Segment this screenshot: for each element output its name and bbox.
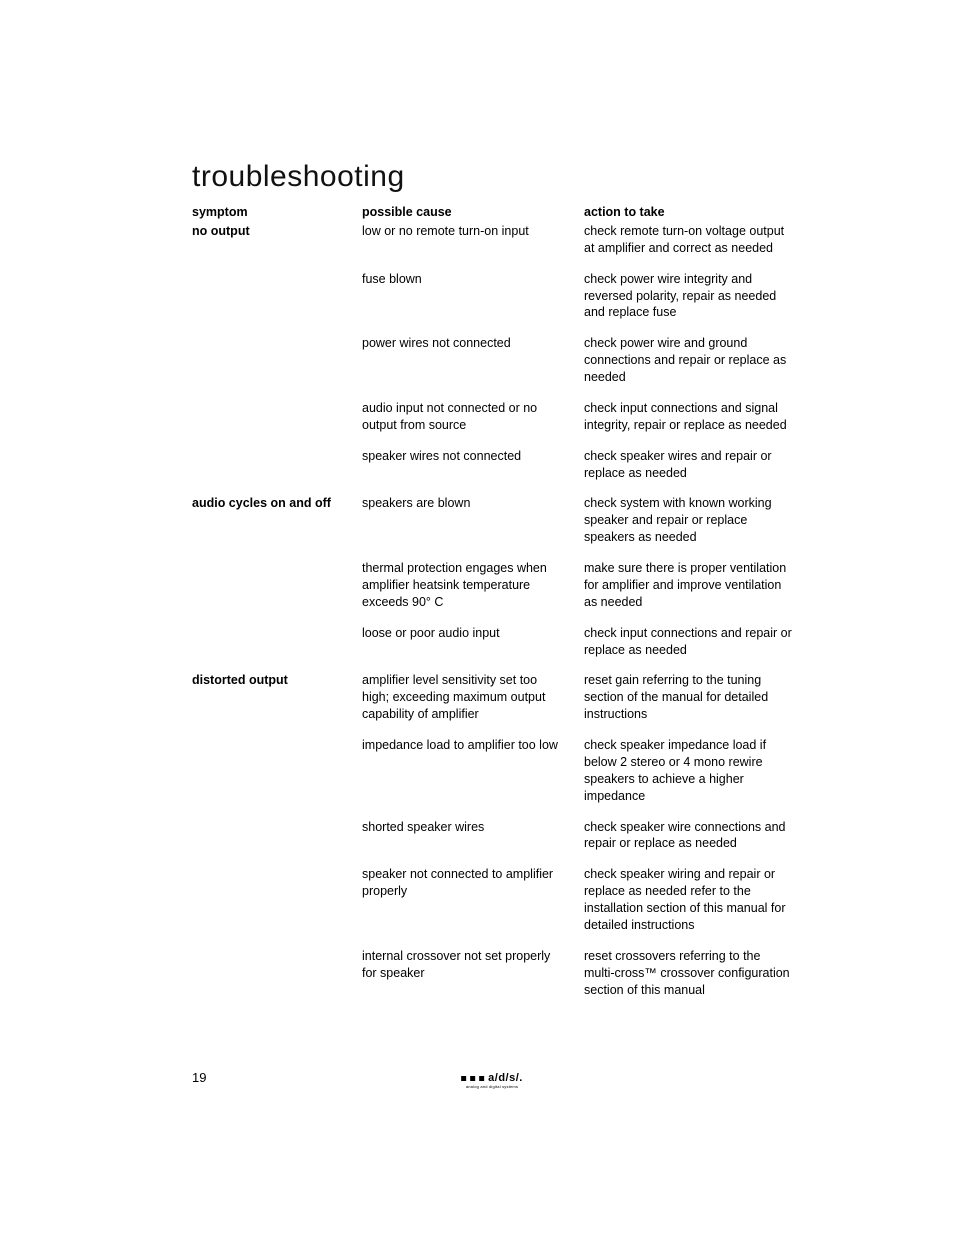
cause-cell: shorted speaker wires: [362, 819, 584, 853]
table-row: audio cycles on and offspeakers are blow…: [192, 495, 792, 546]
cause-cell: speaker not connected to amplifier prope…: [362, 866, 584, 934]
page-title: troubleshooting: [192, 160, 792, 194]
cause-cell: audio input not connected or no output f…: [362, 400, 584, 434]
symptom-cell: [192, 948, 362, 999]
table-row: fuse blowncheck power wire integrity and…: [192, 271, 792, 322]
action-cell: check system with known working speaker …: [584, 495, 792, 546]
action-cell: check power wire and ground connections …: [584, 335, 792, 386]
table-row: distorted outputamplifier level sensitiv…: [192, 672, 792, 723]
symptom-cell: [192, 819, 362, 853]
header-cause: possible cause: [362, 204, 584, 221]
brand-square-icon: [479, 1076, 484, 1081]
symptom-cell: [192, 625, 362, 659]
action-cell: check input connections and signal integ…: [584, 400, 792, 434]
symptom-cell: distorted output: [192, 672, 362, 723]
action-cell: check speaker wire connections and repai…: [584, 819, 792, 853]
table-row: shorted speaker wirescheck speaker wire …: [192, 819, 792, 853]
table-row: thermal protection engages when amplifie…: [192, 560, 792, 611]
action-cell: check speaker wires and repair or replac…: [584, 448, 792, 482]
symptom-cell: [192, 400, 362, 434]
cause-cell: power wires not connected: [362, 335, 584, 386]
action-cell: check remote turn-on voltage output at a…: [584, 223, 792, 257]
symptom-cell: [192, 560, 362, 611]
brand-logo: a/d/s/.: [461, 1072, 523, 1084]
table-row: loose or poor audio inputcheck input con…: [192, 625, 792, 659]
brand-square-icon: [470, 1076, 475, 1081]
cause-cell: thermal protection engages when amplifie…: [362, 560, 584, 611]
action-cell: check input connections and repair or re…: [584, 625, 792, 659]
action-cell: make sure there is proper ventilation fo…: [584, 560, 792, 611]
cause-cell: internal crossover not set properly for …: [362, 948, 584, 999]
brand-tagline: analog and digital systems: [466, 1084, 518, 1089]
table-row: impedance load to amplifier too lowcheck…: [192, 737, 792, 805]
table-row: power wires not connectedcheck power wir…: [192, 335, 792, 386]
action-cell: check power wire integrity and reversed …: [584, 271, 792, 322]
table-row: no outputlow or no remote turn-on inputc…: [192, 223, 792, 257]
header-symptom: symptom: [192, 204, 362, 221]
brand-text: a/d/s/.: [488, 1072, 523, 1084]
brand-square-icon: [461, 1076, 466, 1081]
cause-cell: speakers are blown: [362, 495, 584, 546]
header-action: action to take: [584, 204, 792, 221]
symptom-cell: [192, 271, 362, 322]
cause-cell: impedance load to amplifier too low: [362, 737, 584, 805]
action-cell: reset gain referring to the tuning secti…: [584, 672, 792, 723]
symptom-cell: no output: [192, 223, 362, 257]
cause-cell: fuse blown: [362, 271, 584, 322]
cause-cell: amplifier level sensitivity set too high…: [362, 672, 584, 723]
page-number: 19: [192, 1070, 206, 1085]
table-row: speaker wires not connectedcheck speaker…: [192, 448, 792, 482]
table-header-row: symptom possible cause action to take: [192, 204, 792, 223]
page-footer: 19 a/d/s/. analog and digital systems: [192, 1070, 792, 1094]
symptom-cell: [192, 866, 362, 934]
symptom-cell: audio cycles on and off: [192, 495, 362, 546]
symptom-cell: [192, 737, 362, 805]
table-body: no outputlow or no remote turn-on inputc…: [192, 223, 792, 999]
action-cell: reset crossovers referring to the multi-…: [584, 948, 792, 999]
table-row: internal crossover not set properly for …: [192, 948, 792, 999]
page-content: troubleshooting symptom possible cause a…: [192, 160, 792, 998]
cause-cell: loose or poor audio input: [362, 625, 584, 659]
cause-cell: low or no remote turn-on input: [362, 223, 584, 257]
action-cell: check speaker impedance load if below 2 …: [584, 737, 792, 805]
table-row: speaker not connected to amplifier prope…: [192, 866, 792, 934]
table-row: audio input not connected or no output f…: [192, 400, 792, 434]
action-cell: check speaker wiring and repair or repla…: [584, 866, 792, 934]
cause-cell: speaker wires not connected: [362, 448, 584, 482]
symptom-cell: [192, 335, 362, 386]
symptom-cell: [192, 448, 362, 482]
